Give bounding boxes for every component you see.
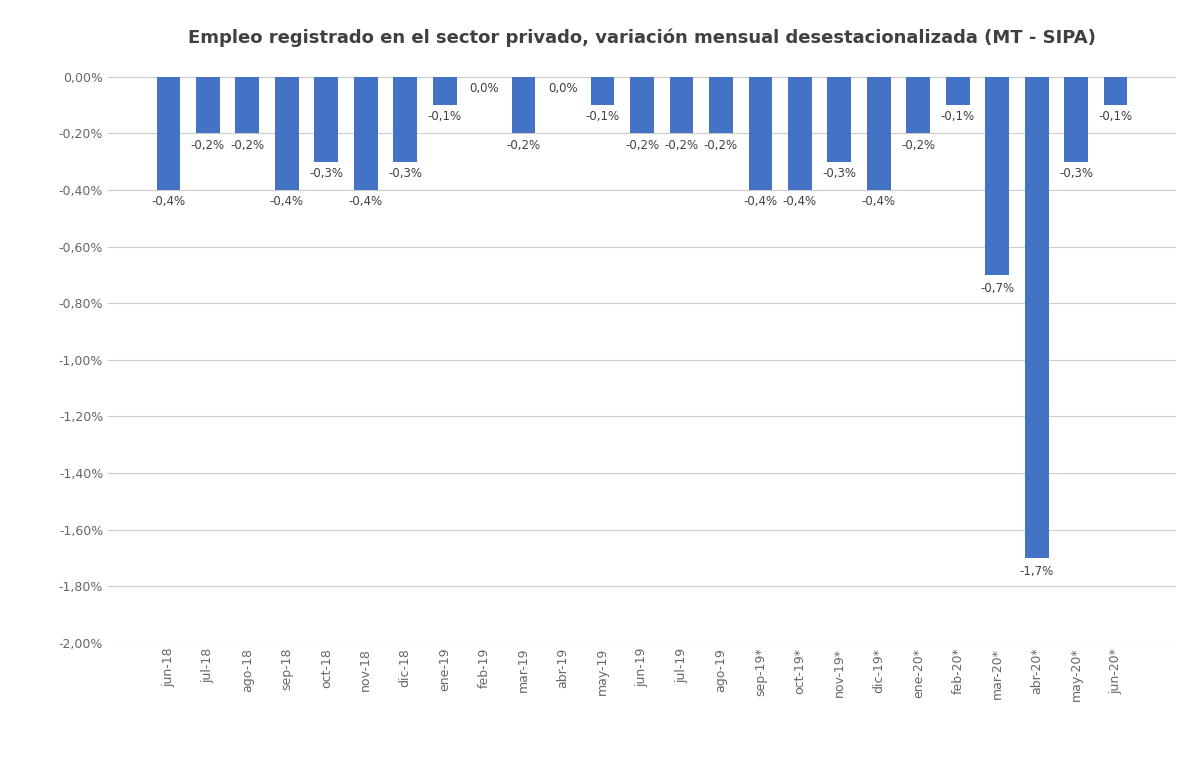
Text: 0,0%: 0,0%	[548, 82, 578, 95]
Bar	[196, 77, 220, 133]
Bar	[788, 77, 811, 190]
Bar	[985, 77, 1009, 275]
Bar	[866, 77, 890, 190]
Text: -0,4%: -0,4%	[862, 195, 896, 209]
Bar	[749, 77, 773, 190]
Text: -0,2%: -0,2%	[230, 139, 264, 151]
Bar	[946, 77, 970, 105]
Text: -0,1%: -0,1%	[941, 111, 974, 123]
Bar	[394, 77, 418, 162]
Title: Empleo registrado en el sector privado, variación mensual desestacionalizada (MT: Empleo registrado en el sector privado, …	[188, 29, 1096, 47]
Text: -0,3%: -0,3%	[822, 167, 857, 180]
Bar	[828, 77, 851, 162]
Bar	[1064, 77, 1088, 162]
Text: -0,2%: -0,2%	[625, 139, 659, 151]
Text: -0,4%: -0,4%	[782, 195, 817, 209]
Text: -0,2%: -0,2%	[704, 139, 738, 151]
Bar	[511, 77, 535, 133]
Bar	[1025, 77, 1049, 558]
Text: -0,1%: -0,1%	[586, 111, 619, 123]
Bar	[906, 77, 930, 133]
Bar	[156, 77, 180, 190]
Bar	[590, 77, 614, 105]
Text: -0,4%: -0,4%	[270, 195, 304, 209]
Text: -0,2%: -0,2%	[191, 139, 224, 151]
Bar	[314, 77, 338, 162]
Text: -0,4%: -0,4%	[151, 195, 186, 209]
Text: -0,3%: -0,3%	[310, 167, 343, 180]
Text: -0,1%: -0,1%	[427, 111, 462, 123]
Text: -0,3%: -0,3%	[388, 167, 422, 180]
Bar	[709, 77, 733, 133]
Text: -0,7%: -0,7%	[980, 282, 1014, 295]
Text: -0,2%: -0,2%	[901, 139, 935, 151]
Text: 0,0%: 0,0%	[469, 82, 499, 95]
Bar	[670, 77, 694, 133]
Bar	[235, 77, 259, 133]
Text: -0,4%: -0,4%	[349, 195, 383, 209]
Text: -1,7%: -1,7%	[1020, 565, 1054, 578]
Bar	[1104, 77, 1128, 105]
Bar	[275, 77, 299, 190]
Text: -0,4%: -0,4%	[743, 195, 778, 209]
Text: -0,3%: -0,3%	[1060, 167, 1093, 180]
Bar	[433, 77, 456, 105]
Bar	[354, 77, 378, 190]
Text: -0,2%: -0,2%	[506, 139, 541, 151]
Text: -0,2%: -0,2%	[665, 139, 698, 151]
Text: -0,1%: -0,1%	[1098, 111, 1133, 123]
Bar	[630, 77, 654, 133]
